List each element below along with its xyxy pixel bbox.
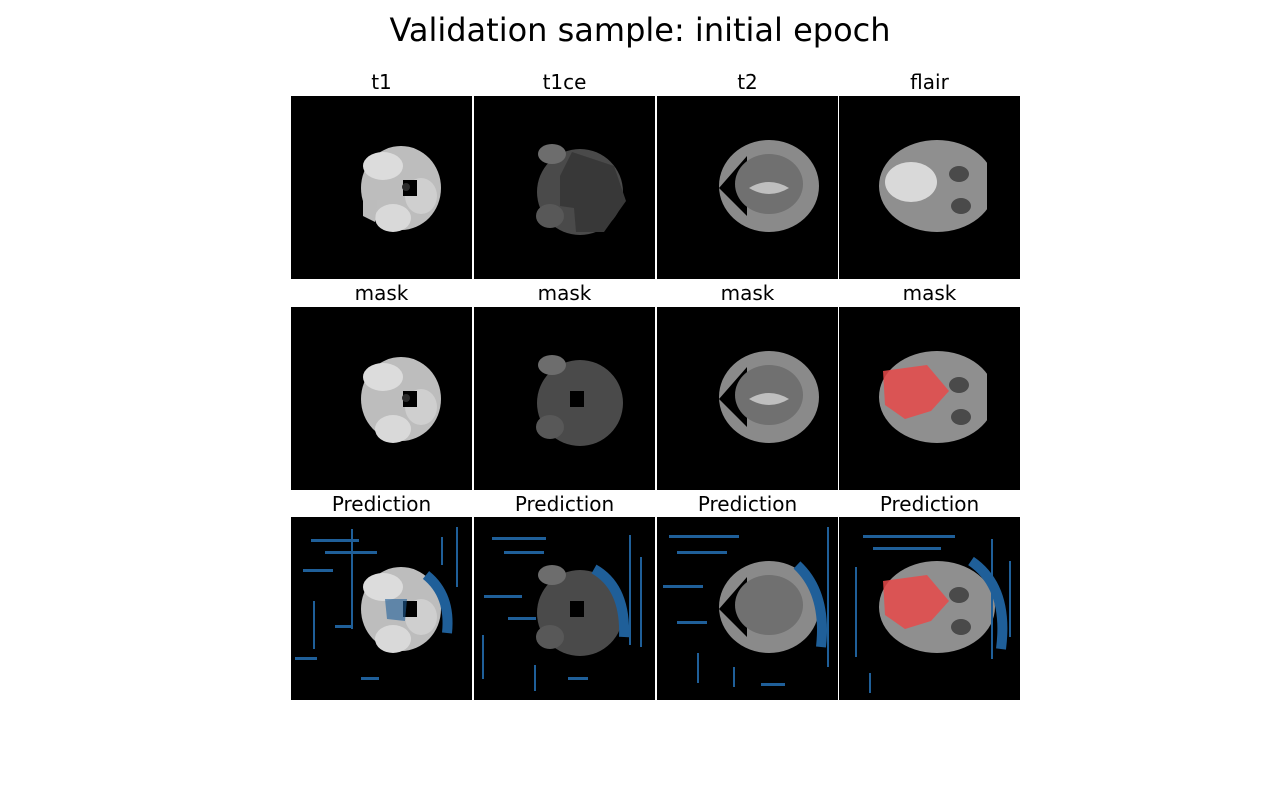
image-t1ce <box>474 96 655 279</box>
panel-title-mask-4: mask <box>902 281 957 305</box>
panel-title-flair: flair <box>910 70 949 94</box>
mask-image-t1ce <box>474 307 655 490</box>
image-t1 <box>291 96 472 279</box>
panel-title-t2: t2 <box>737 70 758 94</box>
prediction-image-t2 <box>657 517 838 700</box>
panel-title-prediction-1: Prediction <box>331 492 432 516</box>
panel-title-prediction-4: Prediction <box>879 492 980 516</box>
panel-title-mask-3: mask <box>720 281 775 305</box>
panel-title-prediction-2: Prediction <box>514 492 615 516</box>
panel-title-t1: t1 <box>371 70 392 94</box>
mask-image-flair <box>839 307 1020 490</box>
panel-title-prediction-3: Prediction <box>697 492 798 516</box>
panel-title-mask-2: mask <box>537 281 592 305</box>
panel-title-mask-1: mask <box>354 281 409 305</box>
image-flair <box>839 96 1020 279</box>
image-t2 <box>657 96 838 279</box>
prediction-image-flair <box>839 517 1020 700</box>
mask-image-t2 <box>657 307 838 490</box>
mask-image-t1 <box>291 307 472 490</box>
prediction-image-t1ce <box>474 517 655 700</box>
panel-title-t1ce: t1ce <box>542 70 587 94</box>
figure-title: Validation sample: initial epoch <box>389 11 891 49</box>
prediction-image-t1 <box>291 517 472 700</box>
